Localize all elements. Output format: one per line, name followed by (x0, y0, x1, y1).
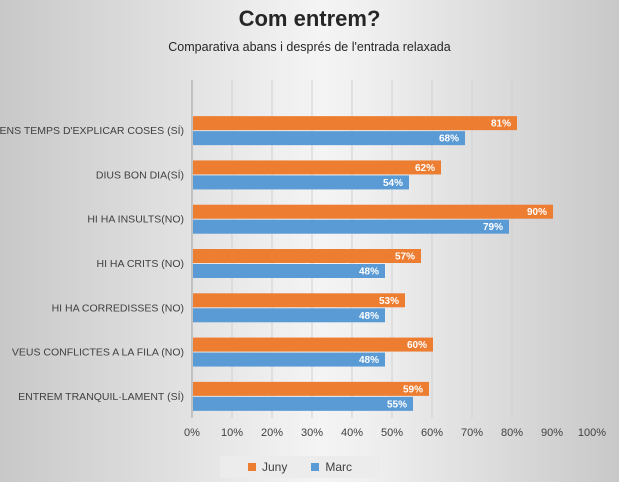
data-label-marc: 55% (387, 399, 407, 410)
data-label-marc: 48% (359, 311, 379, 322)
legend-label-marc: Marc (325, 460, 353, 474)
bar-marc (193, 131, 465, 146)
legend-swatch-marc (311, 463, 320, 471)
x-tick-label: 80% (501, 427, 523, 439)
data-label-marc: 48% (359, 267, 379, 278)
data-label-marc: 48% (359, 355, 379, 366)
category-label: TENS TEMPS D'EXPLICAR COSES (SÍ) (0, 124, 184, 137)
category-label: ENTREM TRANQUIL·LAMENT (SÍ) (18, 390, 184, 403)
chart-subtitle: Comparativa abans i després de l'entrada… (168, 40, 451, 54)
legend: Juny Marc (220, 456, 380, 478)
legend-item-marc: Marc (311, 460, 352, 474)
bar-juny (193, 381, 429, 396)
bar-juny (193, 249, 421, 263)
data-label-juny: 62% (415, 163, 435, 174)
x-tick-label: 70% (461, 427, 483, 439)
data-label-marc: 54% (383, 178, 403, 189)
legend-swatch-juny (247, 463, 256, 471)
bar-marc (193, 396, 413, 411)
bar-marc (193, 352, 385, 367)
x-tick-label: 50% (381, 427, 403, 439)
x-tick-label: 10% (221, 427, 243, 439)
legend-label-juny: Juny (261, 460, 288, 474)
legend-item-juny: Juny (247, 460, 288, 474)
category-label: VEUS CONFLICTES A LA FILA (NO) (12, 347, 184, 359)
x-tick-label: 60% (421, 427, 443, 439)
bar-juny (193, 204, 553, 219)
chart-title: Com entrem? (238, 6, 381, 31)
x-tick-label: 0% (184, 427, 200, 439)
bar-juny (193, 116, 517, 131)
category-label: HI HA INSULTS(NO) (87, 214, 184, 226)
category-label: HI HA CRITS (NO) (96, 258, 184, 270)
bar-marc (193, 308, 385, 323)
data-label-juny: 53% (379, 296, 399, 307)
bar-marc (193, 175, 409, 190)
data-label-juny: 57% (395, 252, 415, 263)
bar-marc (193, 219, 509, 234)
data-label-marc: 68% (439, 134, 459, 145)
data-label-juny: 60% (407, 340, 427, 351)
x-tick-label: 30% (301, 427, 323, 439)
category-label: HI HA CORREDISSES (NO) (52, 302, 184, 314)
data-label-juny: 59% (403, 384, 423, 395)
bar-juny (193, 337, 433, 352)
data-label-marc: 79% (483, 222, 503, 233)
x-tick-label: 90% (541, 427, 563, 439)
x-tick-label: 100% (578, 427, 606, 439)
data-label-juny: 81% (491, 119, 511, 130)
bar-juny (193, 293, 405, 308)
bar-marc (193, 264, 385, 278)
bar-juny (193, 160, 441, 175)
data-label-juny: 90% (527, 207, 547, 218)
category-label: DIUS BON DIA(SÍ) (96, 168, 184, 181)
x-tick-label: 20% (261, 427, 283, 439)
x-tick-label: 40% (341, 427, 363, 439)
